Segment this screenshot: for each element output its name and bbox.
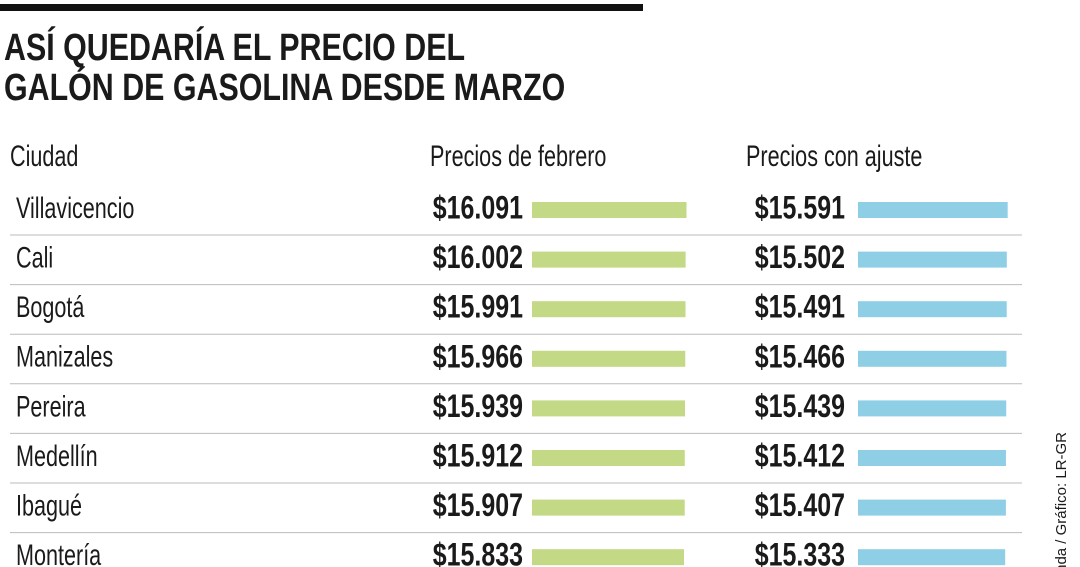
title: ASÍ QUEDARÍA EL PRECIO DEL — [4, 25, 465, 69]
column-header: Precios con ajuste — [746, 138, 922, 172]
price-label: $15.912 — [433, 439, 523, 475]
city-label: Pereira — [16, 389, 86, 423]
price-bar — [532, 450, 685, 466]
city-label: Cali — [16, 240, 53, 274]
price-label: $15.991 — [433, 290, 523, 326]
city-label: Ibagué — [16, 488, 82, 522]
price-bar — [532, 400, 686, 417]
price-label: $15.966 — [433, 339, 523, 375]
price-label: $15.833 — [433, 538, 523, 567]
price-label: $15.333 — [755, 538, 845, 567]
price-bar — [858, 549, 1006, 566]
column-header: Precios de febrero — [430, 138, 606, 172]
price-label: $16.091 — [433, 191, 523, 227]
price-label: $15.439 — [755, 389, 845, 425]
price-label: $16.002 — [433, 240, 523, 276]
source: nda / Gráfico: LR-GR — [1053, 432, 1070, 567]
price-bar — [532, 350, 686, 367]
price-bar — [532, 202, 687, 218]
top-rule — [0, 4, 643, 11]
price-bar — [532, 301, 686, 318]
price-label: $15.407 — [755, 488, 845, 524]
city-label: Medellín — [16, 438, 98, 472]
price-label: $15.907 — [433, 488, 523, 524]
price-bar — [858, 499, 1006, 516]
price-label: $15.491 — [755, 290, 845, 326]
price-bar — [532, 549, 684, 566]
price-label: $15.412 — [755, 439, 845, 475]
city-label: Bogotá — [16, 290, 85, 324]
price-bar — [858, 251, 1007, 268]
column-header: Ciudad — [10, 138, 78, 172]
price-label: $15.502 — [755, 240, 845, 276]
price-bar — [858, 202, 1008, 218]
price-label: $15.939 — [433, 389, 523, 425]
city-label: Montería — [16, 538, 102, 567]
price-label: $15.591 — [755, 191, 845, 227]
city-label: Manizales — [16, 339, 113, 373]
title: GALÓN DE GASOLINA DESDE MARZO — [4, 65, 565, 109]
price-bar — [532, 251, 686, 268]
price-label: $15.466 — [755, 339, 845, 375]
price-bar — [858, 400, 1007, 417]
price-bar — [858, 450, 1006, 466]
price-bar — [858, 350, 1007, 367]
city-label: Villavicencio — [16, 190, 134, 224]
price-bar — [858, 301, 1007, 318]
price-bar — [532, 499, 685, 516]
